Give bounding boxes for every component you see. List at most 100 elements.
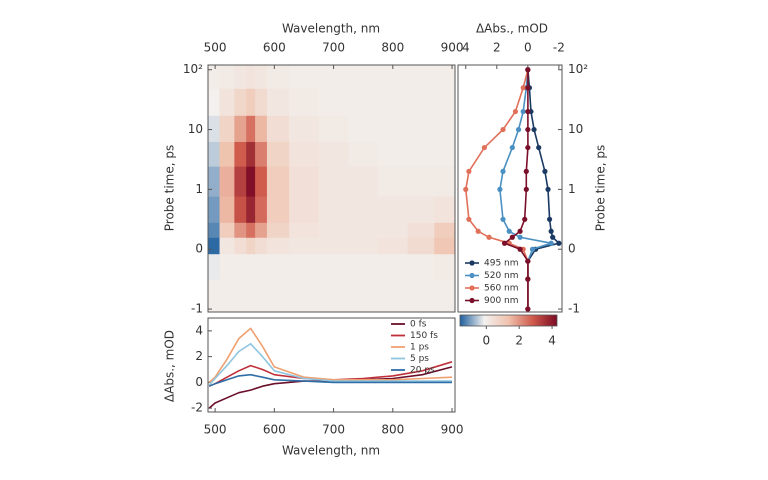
heatmap-cell — [255, 237, 268, 255]
legend-label: 5 ps — [410, 354, 429, 364]
heatmap-cell — [266, 237, 290, 255]
heatmap-cell — [208, 222, 221, 238]
heatmap-cell — [348, 88, 379, 116]
kinetic-point — [497, 186, 503, 192]
kinetic-point — [486, 234, 492, 240]
heatmap-cell — [318, 88, 349, 116]
kinetic-point — [517, 246, 523, 252]
heatmap-cell — [246, 237, 256, 255]
legend-label: 20 ps — [410, 366, 435, 376]
kinetic-point — [542, 168, 548, 174]
heatmap-cell — [348, 222, 379, 238]
heatmap-cell — [219, 115, 235, 142]
heatmap-cell — [208, 65, 221, 89]
heatmap-cell — [318, 115, 349, 142]
heatmap-cell — [348, 65, 379, 89]
heatmap-cell — [407, 65, 435, 89]
x-tick-label: 800 — [381, 41, 404, 55]
heatmap-cell — [434, 237, 456, 255]
y-tick-label: 4 — [195, 323, 203, 337]
heatmap-cell — [407, 279, 435, 313]
heatmap-cell — [407, 88, 435, 116]
kinetic-point — [525, 67, 531, 73]
heatmap-cell — [289, 115, 320, 142]
y-tick-label: -1 — [568, 302, 580, 316]
kinetics-x-title: ΔAbs., mOD — [476, 22, 548, 36]
heatmap-cell — [348, 141, 379, 167]
x-tick-label: 0 — [524, 41, 532, 55]
legend-label: 560 nm — [484, 284, 519, 294]
colorbar — [459, 314, 558, 327]
heatmap-cell — [318, 222, 349, 238]
heatmap-cell — [234, 166, 247, 197]
heatmap-cell — [255, 253, 268, 280]
kinetic-point — [550, 234, 556, 240]
kinetic-point — [463, 186, 469, 192]
heatmap-cell — [289, 88, 320, 116]
heatmap-cell — [434, 115, 456, 142]
legend-label: 495 nm — [484, 259, 519, 269]
heatmap-cell — [208, 237, 221, 255]
heatmap-cell — [318, 166, 349, 197]
kinetic-point — [517, 234, 523, 240]
heatmap-cell — [234, 115, 247, 142]
heatmap-cell — [255, 65, 268, 89]
colorbar-tick-label: 2 — [515, 334, 523, 348]
heatmap-cell — [348, 253, 379, 280]
x-tick-label: 700 — [322, 41, 345, 55]
heatmap-cell — [234, 237, 247, 255]
kinetic-point — [525, 258, 531, 264]
heatmap-cell — [407, 115, 435, 142]
kinetic-point — [500, 168, 506, 174]
kinetic-point — [500, 126, 506, 133]
heatmap-cell — [219, 166, 235, 197]
x-tick-label: 500 — [204, 41, 227, 55]
heatmap-cell — [318, 196, 349, 223]
heatmap-y-title: Probe time, ps — [163, 145, 177, 231]
heatmap-cell — [208, 279, 221, 313]
y-tick-label: 10 — [568, 122, 583, 136]
kinetic-point — [523, 168, 529, 174]
heatmap-cell — [255, 222, 268, 238]
heatmap-cell — [377, 253, 409, 280]
heatmap-cell — [208, 141, 221, 167]
y-tick-label: 10² — [183, 62, 203, 76]
y-tick-label: 1 — [568, 182, 576, 196]
plot-frame — [207, 64, 456, 313]
heatmap-cell — [289, 65, 320, 89]
kinetic-point — [525, 144, 531, 151]
y-tick-label: -1 — [191, 302, 203, 316]
heatmap-cell — [318, 279, 349, 313]
heatmap-cell — [255, 166, 268, 197]
x-tick-label: 4 — [462, 41, 470, 55]
heatmap-cell — [348, 166, 379, 197]
heatmap-cell — [377, 222, 409, 238]
heatmap-cell — [348, 237, 379, 255]
heatmap-cell — [255, 88, 268, 116]
spectrum-line — [208, 366, 453, 409]
x-tick-label: 500 — [204, 423, 227, 437]
heatmap-cell — [318, 65, 349, 89]
heatmap-cell — [407, 222, 435, 238]
kinetic-point — [525, 85, 531, 91]
legend-marker — [469, 297, 475, 304]
heatmap-cell — [407, 166, 435, 197]
heatmap-cell — [377, 196, 409, 223]
heatmap-cell — [318, 141, 349, 167]
heatmap-cell — [266, 141, 290, 167]
kinetic-point — [501, 240, 508, 246]
heatmap-cell — [219, 196, 235, 223]
colorbar-tick-label: 4 — [548, 334, 556, 348]
kinetic-point — [525, 306, 531, 312]
heatmap-cell — [266, 222, 290, 238]
heatmap-cell — [234, 196, 247, 223]
kinetic-point — [509, 234, 515, 240]
y-tick-label: 10 — [188, 122, 203, 136]
legend-label: 0 fs — [410, 320, 427, 330]
heatmap-cell — [434, 253, 456, 280]
kinetics-y-title: Probe time, ps — [594, 145, 608, 231]
heatmap-cell — [377, 88, 409, 116]
heatmap-cell — [208, 88, 221, 116]
heatmap-cell — [318, 253, 349, 280]
colorbar-tick-label: 0 — [482, 334, 490, 348]
